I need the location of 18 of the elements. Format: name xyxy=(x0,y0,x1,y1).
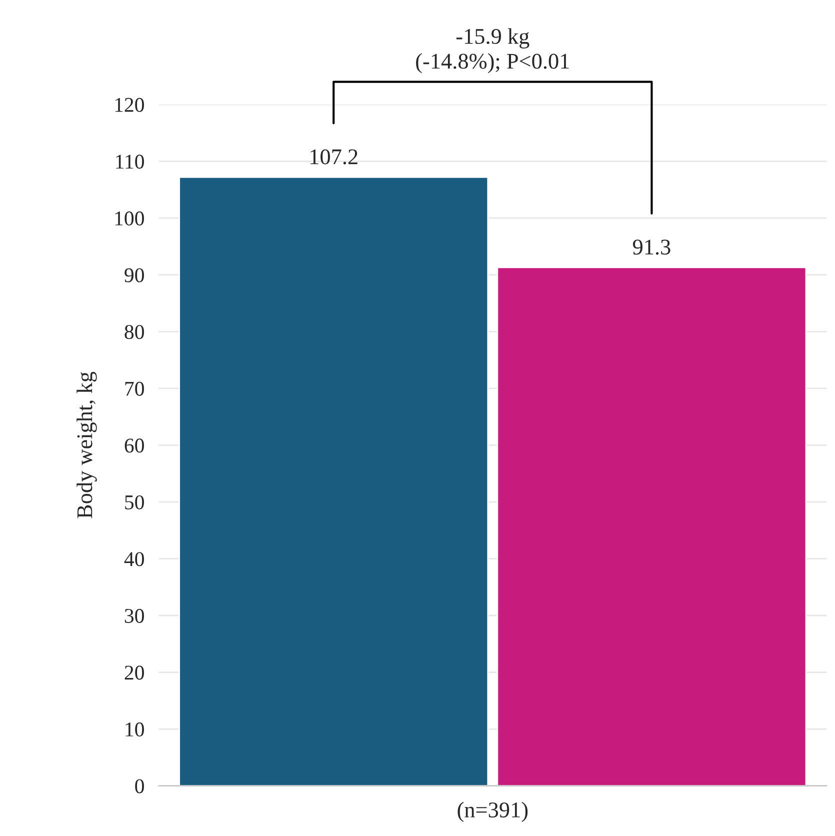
y-axis-title: Body weight, kg xyxy=(76,372,97,518)
y-tick-label: 20 xyxy=(124,666,144,680)
y-tick-label: 90 xyxy=(124,268,144,282)
y-tick-label: 60 xyxy=(124,438,144,453)
data-label: 91.3 xyxy=(632,240,670,255)
data-label: 107.2 xyxy=(310,149,358,164)
y-tick-label: 120 xyxy=(115,98,144,112)
y-tick-label: 50 xyxy=(125,495,144,510)
x-axis-title: (n=391) xyxy=(458,802,528,822)
y-tick-label: 110 xyxy=(116,154,144,169)
y-tick-label: 80 xyxy=(124,324,144,340)
y-tick-label: 30 xyxy=(124,608,144,623)
y-tick-label: 70 xyxy=(125,382,144,396)
y-tick-label: 0 xyxy=(135,779,144,794)
text: -15.9 kg (-14.8%); P<0.01 xyxy=(416,28,569,74)
y-tick-label: 100 xyxy=(115,211,144,226)
y-tick-label: 40 xyxy=(124,552,144,566)
y-tick-label: 10 xyxy=(126,722,144,736)
